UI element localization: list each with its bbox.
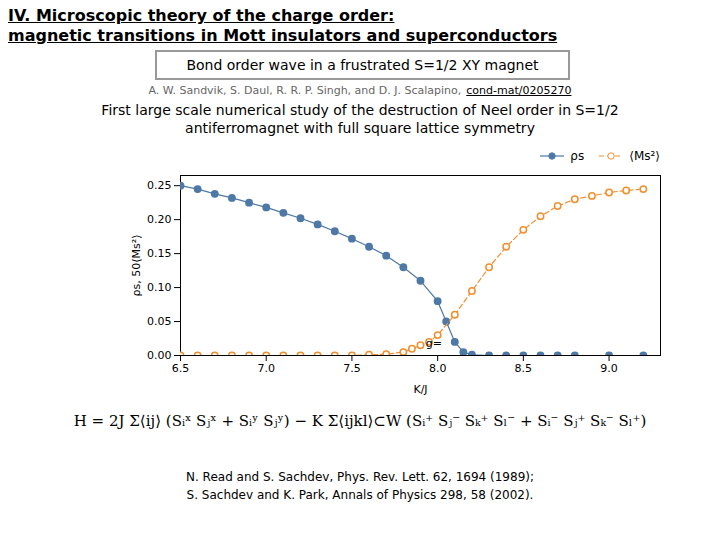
svg-text:7.5: 7.5 (343, 362, 361, 375)
html-text:ρs: ρs (570, 149, 585, 163)
html-text:First large scale numerical st: First large scale numerical study of the… (101, 102, 619, 118)
html-text:A. W. Sandvik, S. Daul, R. R.: A. W. Sandvik, S. Daul, R. R. P. Singh, … (148, 84, 572, 97)
svg-text:ρs, 50⟨Ms²⟩: ρs, 50⟨Ms²⟩ (130, 235, 143, 297)
html-text:N. Read and S. Sachdev, Phys.: N. Read and S. Sachdev, Phys. Rev. Lett.… (186, 470, 534, 484)
svg-text:8.5: 8.5 (515, 362, 533, 375)
html-text:magnetic transitions in Mott i: magnetic transitions in Mott insulators … (8, 26, 558, 45)
svg-text:6.5: 6.5 (172, 362, 190, 375)
svg-text:0.05: 0.05 (147, 315, 172, 328)
html-text:H = 2J Σ⟨ij⟩ (Sᵢˣ Sⱼˣ + Sᵢʸ Sⱼ: H = 2J Σ⟨ij⟩ (Sᵢˣ Sⱼˣ + Sᵢʸ Sⱼʸ) − K Σ⟨i… (73, 412, 647, 430)
html-text:antiferromagnet with full squa: antiferromagnet with full square lattice… (185, 120, 535, 136)
svg-text:7.0: 7.0 (257, 362, 275, 375)
svg-text:0.15: 0.15 (147, 247, 172, 260)
html-text:Bond order wave in a frustrate: Bond order wave in a frustrated S=1/2 XY… (186, 57, 539, 73)
svg-text:g=: g= (426, 337, 442, 350)
html-text:S. Sachdev and K. Park, Annals: S. Sachdev and K. Park, Annals of Physic… (186, 488, 534, 502)
svg-text:9.0: 9.0 (600, 362, 618, 375)
svg-text:8.0: 8.0 (429, 362, 447, 375)
svg-text:0.00: 0.00 (147, 349, 172, 362)
svg-text:K/J: K/J (413, 383, 427, 396)
html-text:IV. Microscopic theory of the: IV. Microscopic theory of the charge ord… (8, 6, 395, 25)
html-text:⟨Ms²⟩: ⟨Ms²⟩ (629, 149, 660, 163)
svg-text:0.25: 0.25 (147, 179, 172, 192)
svg-text:0.20: 0.20 (147, 213, 172, 226)
svg-text:0.10: 0.10 (147, 281, 172, 294)
